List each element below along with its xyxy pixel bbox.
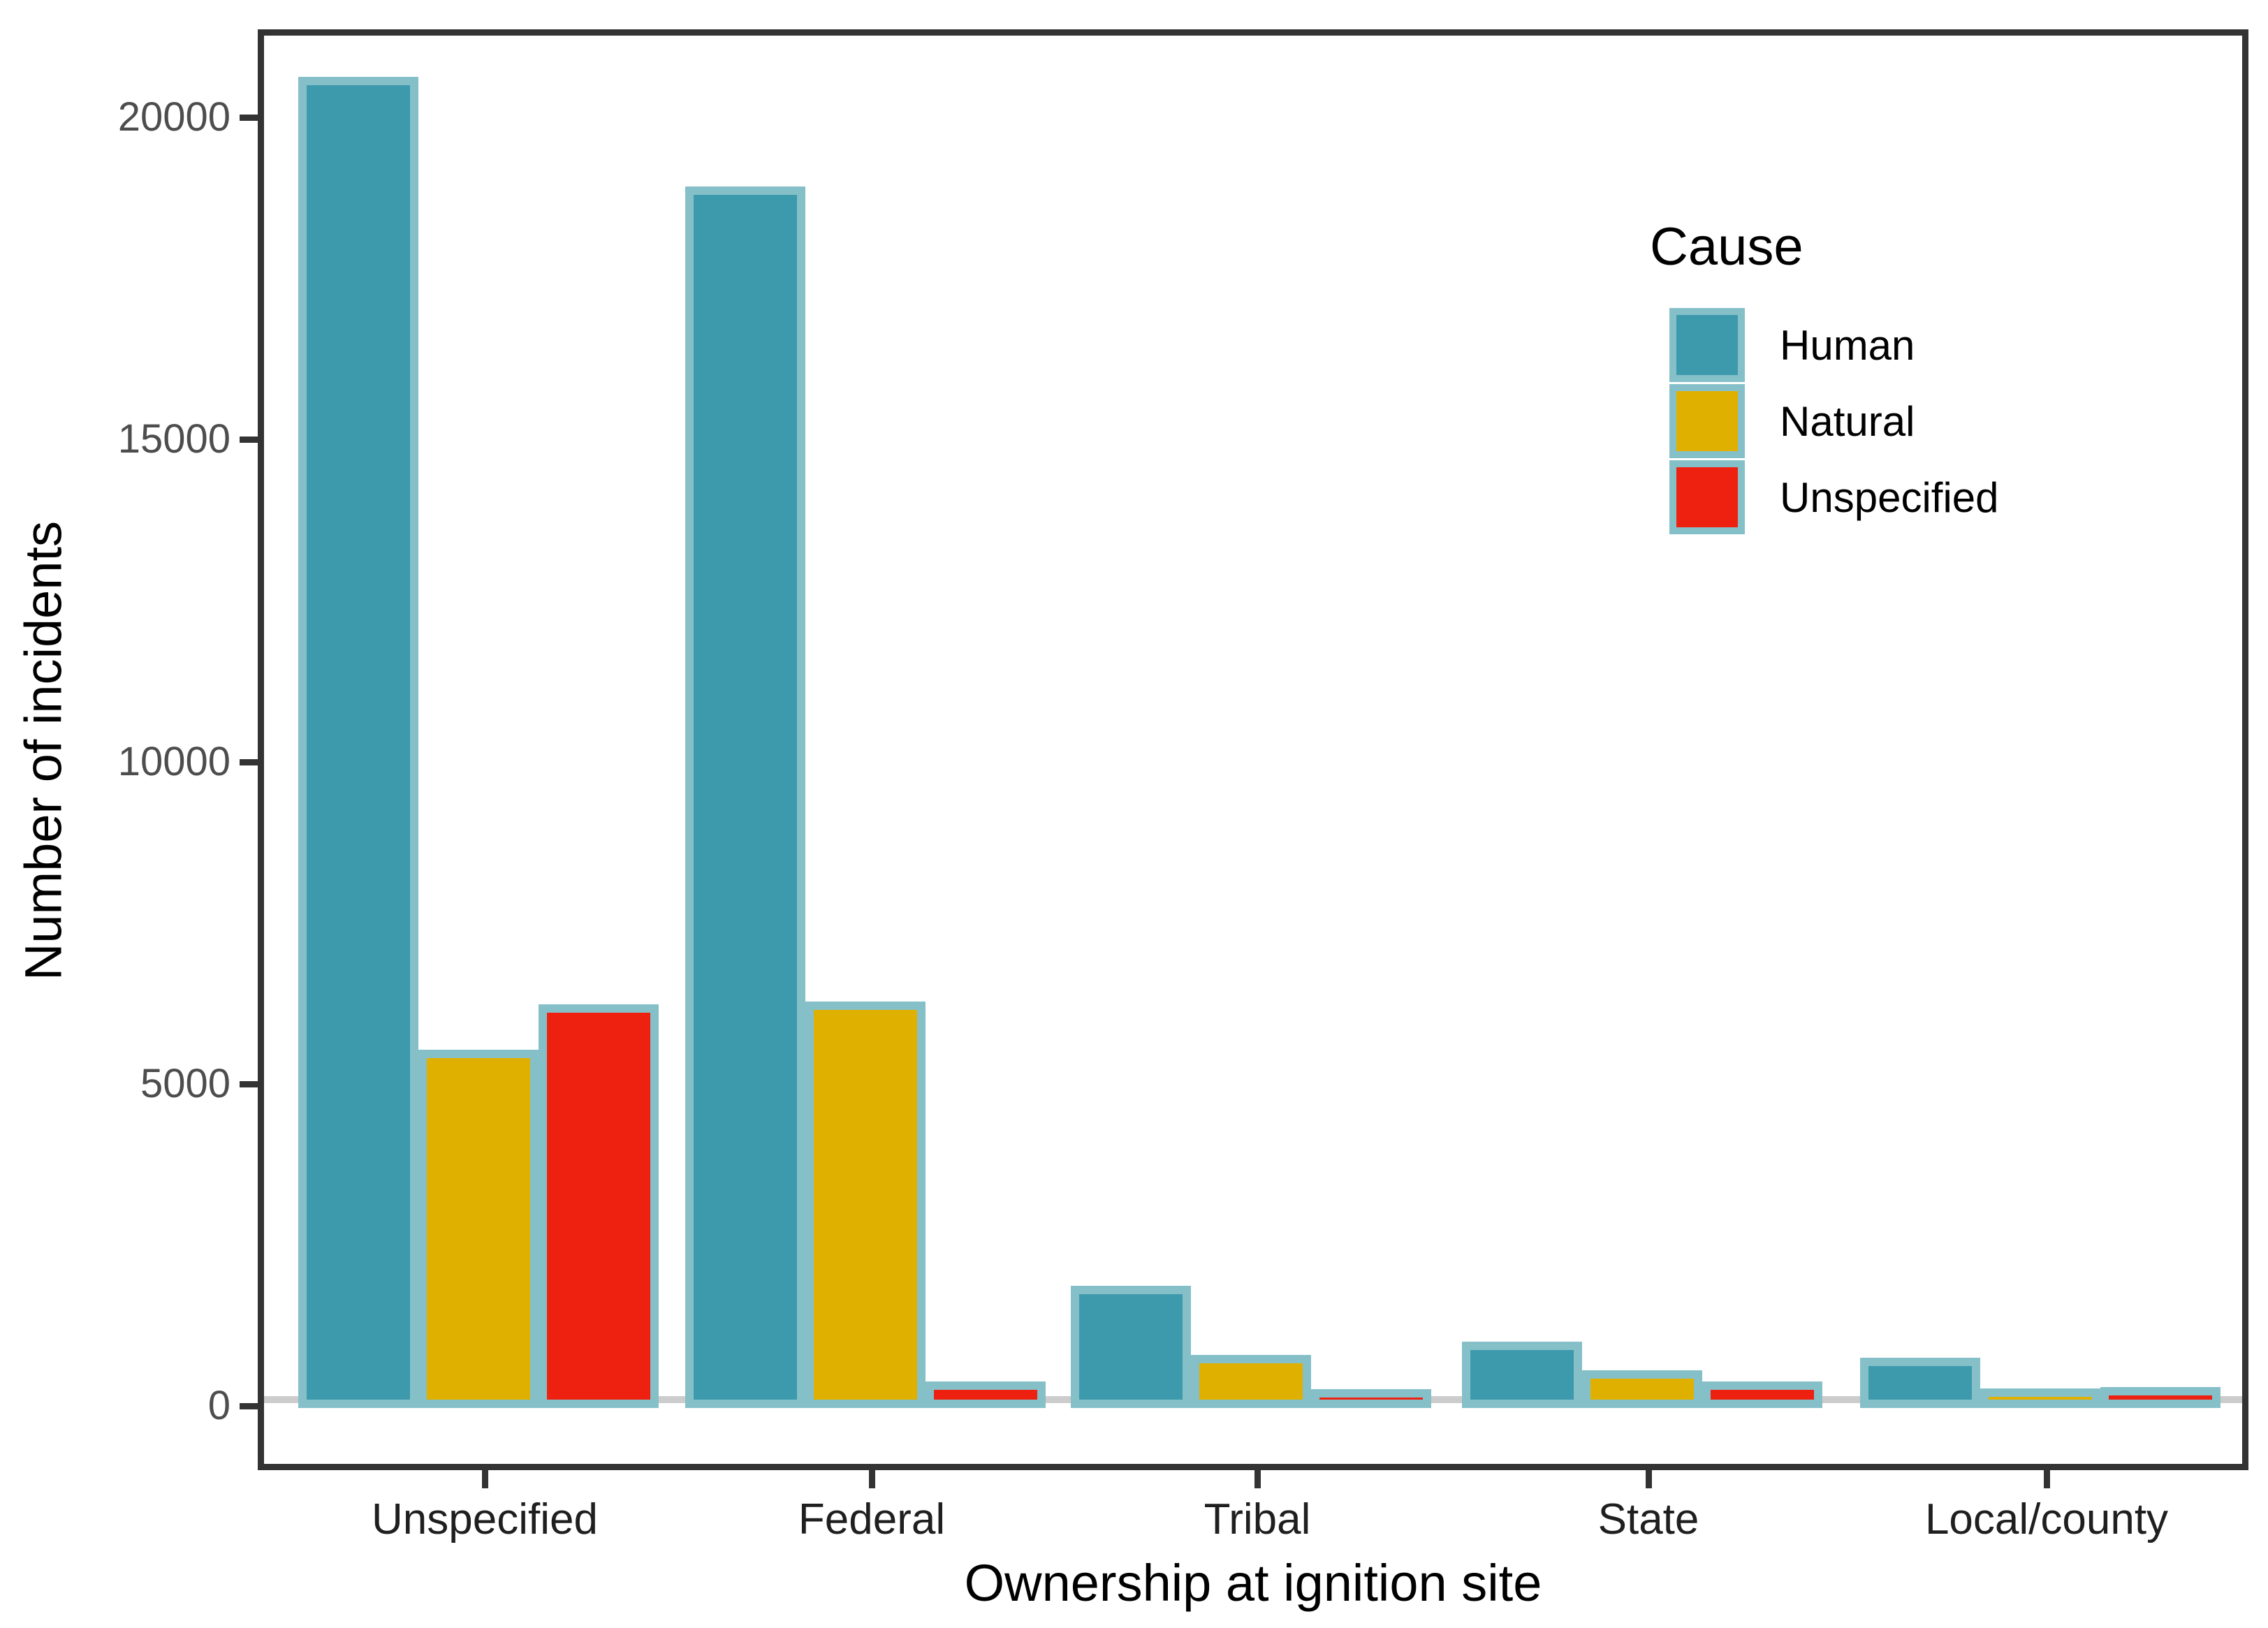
y-tick-label-5000: 5000 — [140, 1060, 231, 1106]
bar-federal-natural — [805, 1002, 926, 1408]
plot-panel — [258, 29, 2248, 1470]
x-tick-label-tribal: Tribal — [1203, 1495, 1311, 1543]
bar-local-county-human — [1860, 1358, 1980, 1408]
x-tick-mark-5 — [2044, 1470, 2050, 1488]
y-tick-label-0: 0 — [207, 1383, 231, 1428]
bar-state-unspecified — [1702, 1381, 1822, 1408]
legend-label: Human — [1780, 321, 1915, 369]
legend-key-swatch-human — [1669, 308, 1745, 382]
y-tick-mark-5000 — [240, 1080, 258, 1087]
x-tick-mark-1 — [482, 1470, 488, 1488]
y-tick-label-20000: 20000 — [117, 94, 231, 140]
y-tick-mark-15000 — [240, 437, 258, 443]
legend-key-swatch-unspecified — [1669, 460, 1745, 534]
y-tick-mark-20000 — [240, 115, 258, 121]
y-tick-mark-0 — [240, 1403, 258, 1409]
bar-local-county-natural — [1980, 1388, 2100, 1408]
bar-tribal-natural — [1191, 1355, 1311, 1408]
legend-label: Natural — [1780, 397, 1915, 445]
x-tick-mark-3 — [1254, 1470, 1261, 1488]
x-tick-mark-2 — [869, 1470, 875, 1488]
bar-federal-unspecified — [926, 1381, 1046, 1408]
legend-items: Human Natural Unspecified — [1669, 308, 1999, 534]
legend-title: Cause — [1650, 217, 1804, 277]
legend: Cause Human Natural Unspecified — [1650, 217, 1999, 534]
y-tick-label-15000: 15000 — [117, 416, 231, 462]
bar-federal-human — [685, 186, 805, 1408]
legend-item-natural: Natural — [1669, 384, 1999, 458]
x-axis-title: Ownership at ignition site — [964, 1554, 1542, 1612]
y-tick-mark-10000 — [240, 758, 258, 765]
bar-unspecified-human — [298, 77, 418, 1408]
x-tick-label-unspecified: Unspecified — [372, 1495, 598, 1543]
legend-label: Unspecified — [1780, 474, 1999, 521]
bar-unspecified-natural — [418, 1050, 539, 1408]
x-tick-label-local-county: Local/county — [1924, 1495, 2169, 1543]
bar-state-human — [1462, 1342, 1582, 1408]
legend-key-swatch-natural — [1669, 384, 1745, 458]
bar-unspecified-unspecified — [539, 1004, 659, 1408]
bar-local-county-unspecified — [2100, 1387, 2221, 1408]
legend-item-human: Human — [1669, 308, 1999, 382]
bar-state-natural — [1582, 1370, 1702, 1408]
y-tick-label-10000: 10000 — [117, 738, 231, 784]
bar-tribal-human — [1071, 1286, 1191, 1408]
legend-item-unspecified: Unspecified — [1669, 460, 1999, 534]
x-tick-label-federal: Federal — [798, 1495, 946, 1543]
x-tick-label-state: State — [1597, 1495, 1699, 1543]
x-tick-mark-4 — [1646, 1470, 1652, 1488]
bar-tribal-unspecified — [1311, 1389, 1431, 1408]
